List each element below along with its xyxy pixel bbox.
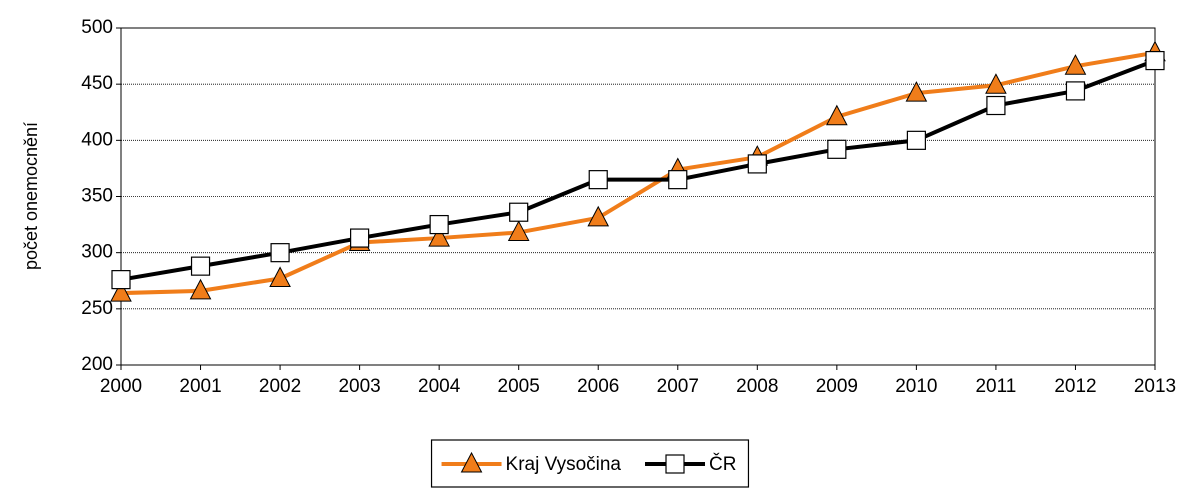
- marker-triangle: [587, 205, 610, 227]
- x-tick-label: 2007: [657, 376, 699, 397]
- x-tick-label: 2001: [179, 376, 221, 397]
- x-tick-label: 2004: [418, 376, 461, 397]
- legend: Kraj Vysočina ČR: [430, 439, 750, 488]
- y-tick-label: 450: [81, 73, 113, 94]
- y-tick-label: 400: [81, 129, 113, 150]
- x-tick-label: 2013: [1134, 376, 1176, 397]
- marker-square: [1145, 50, 1165, 71]
- marker-square: [588, 170, 608, 190]
- x-tick-label: 2000: [100, 376, 142, 397]
- plot-frame: [120, 27, 1156, 366]
- x-tick-label: 2002: [259, 376, 301, 397]
- y-axis-label: počet onemocnění: [21, 122, 41, 270]
- marker-triangle: [1064, 54, 1087, 75]
- marker-square: [509, 202, 529, 222]
- y-tick-label: 500: [81, 17, 113, 38]
- marker-triangle: [189, 278, 212, 300]
- marker-triangle: [460, 451, 483, 473]
- marker-triangle: [905, 81, 928, 102]
- marker-triangle: [826, 104, 848, 126]
- marker-square: [1065, 81, 1086, 101]
- marker-square: [190, 256, 211, 276]
- x-tick-label: 2012: [1054, 376, 1096, 397]
- marker-square: [429, 214, 449, 235]
- marker-square: [668, 170, 688, 190]
- x-tick-label: 2006: [577, 376, 619, 397]
- marker-square: [111, 270, 131, 290]
- marker-triangle: [110, 281, 132, 302]
- marker-triangle: [269, 266, 291, 288]
- marker-triangle: [985, 73, 1007, 94]
- y-tick-label: 250: [81, 298, 113, 319]
- marker-square: [827, 139, 847, 159]
- marker-square: [665, 454, 685, 474]
- marker-triangle: [428, 225, 450, 247]
- marker-square: [350, 228, 370, 248]
- marker-triangle: [507, 220, 530, 241]
- x-tick-label: 2008: [736, 376, 778, 397]
- series-line: [120, 50, 1156, 296]
- y-tick-label: 300: [81, 242, 113, 263]
- x-tick-label: 2005: [498, 376, 540, 397]
- legend-label: ČR: [709, 453, 736, 475]
- y-tick-label: 350: [81, 186, 113, 207]
- marker-square: [986, 95, 1006, 116]
- x-tick-label: 2011: [975, 376, 1016, 397]
- x-tick-label: 2003: [338, 376, 380, 397]
- x-tick-label: 2010: [895, 376, 937, 397]
- marker-square: [906, 130, 926, 150]
- y-tick-label: 200: [81, 354, 113, 375]
- marker-square: [270, 243, 290, 263]
- series-line: [120, 58, 1156, 282]
- marker-square: [747, 154, 767, 174]
- x-tick-label: 2009: [816, 376, 858, 397]
- legend-label: Kraj Vysočina: [506, 454, 622, 475]
